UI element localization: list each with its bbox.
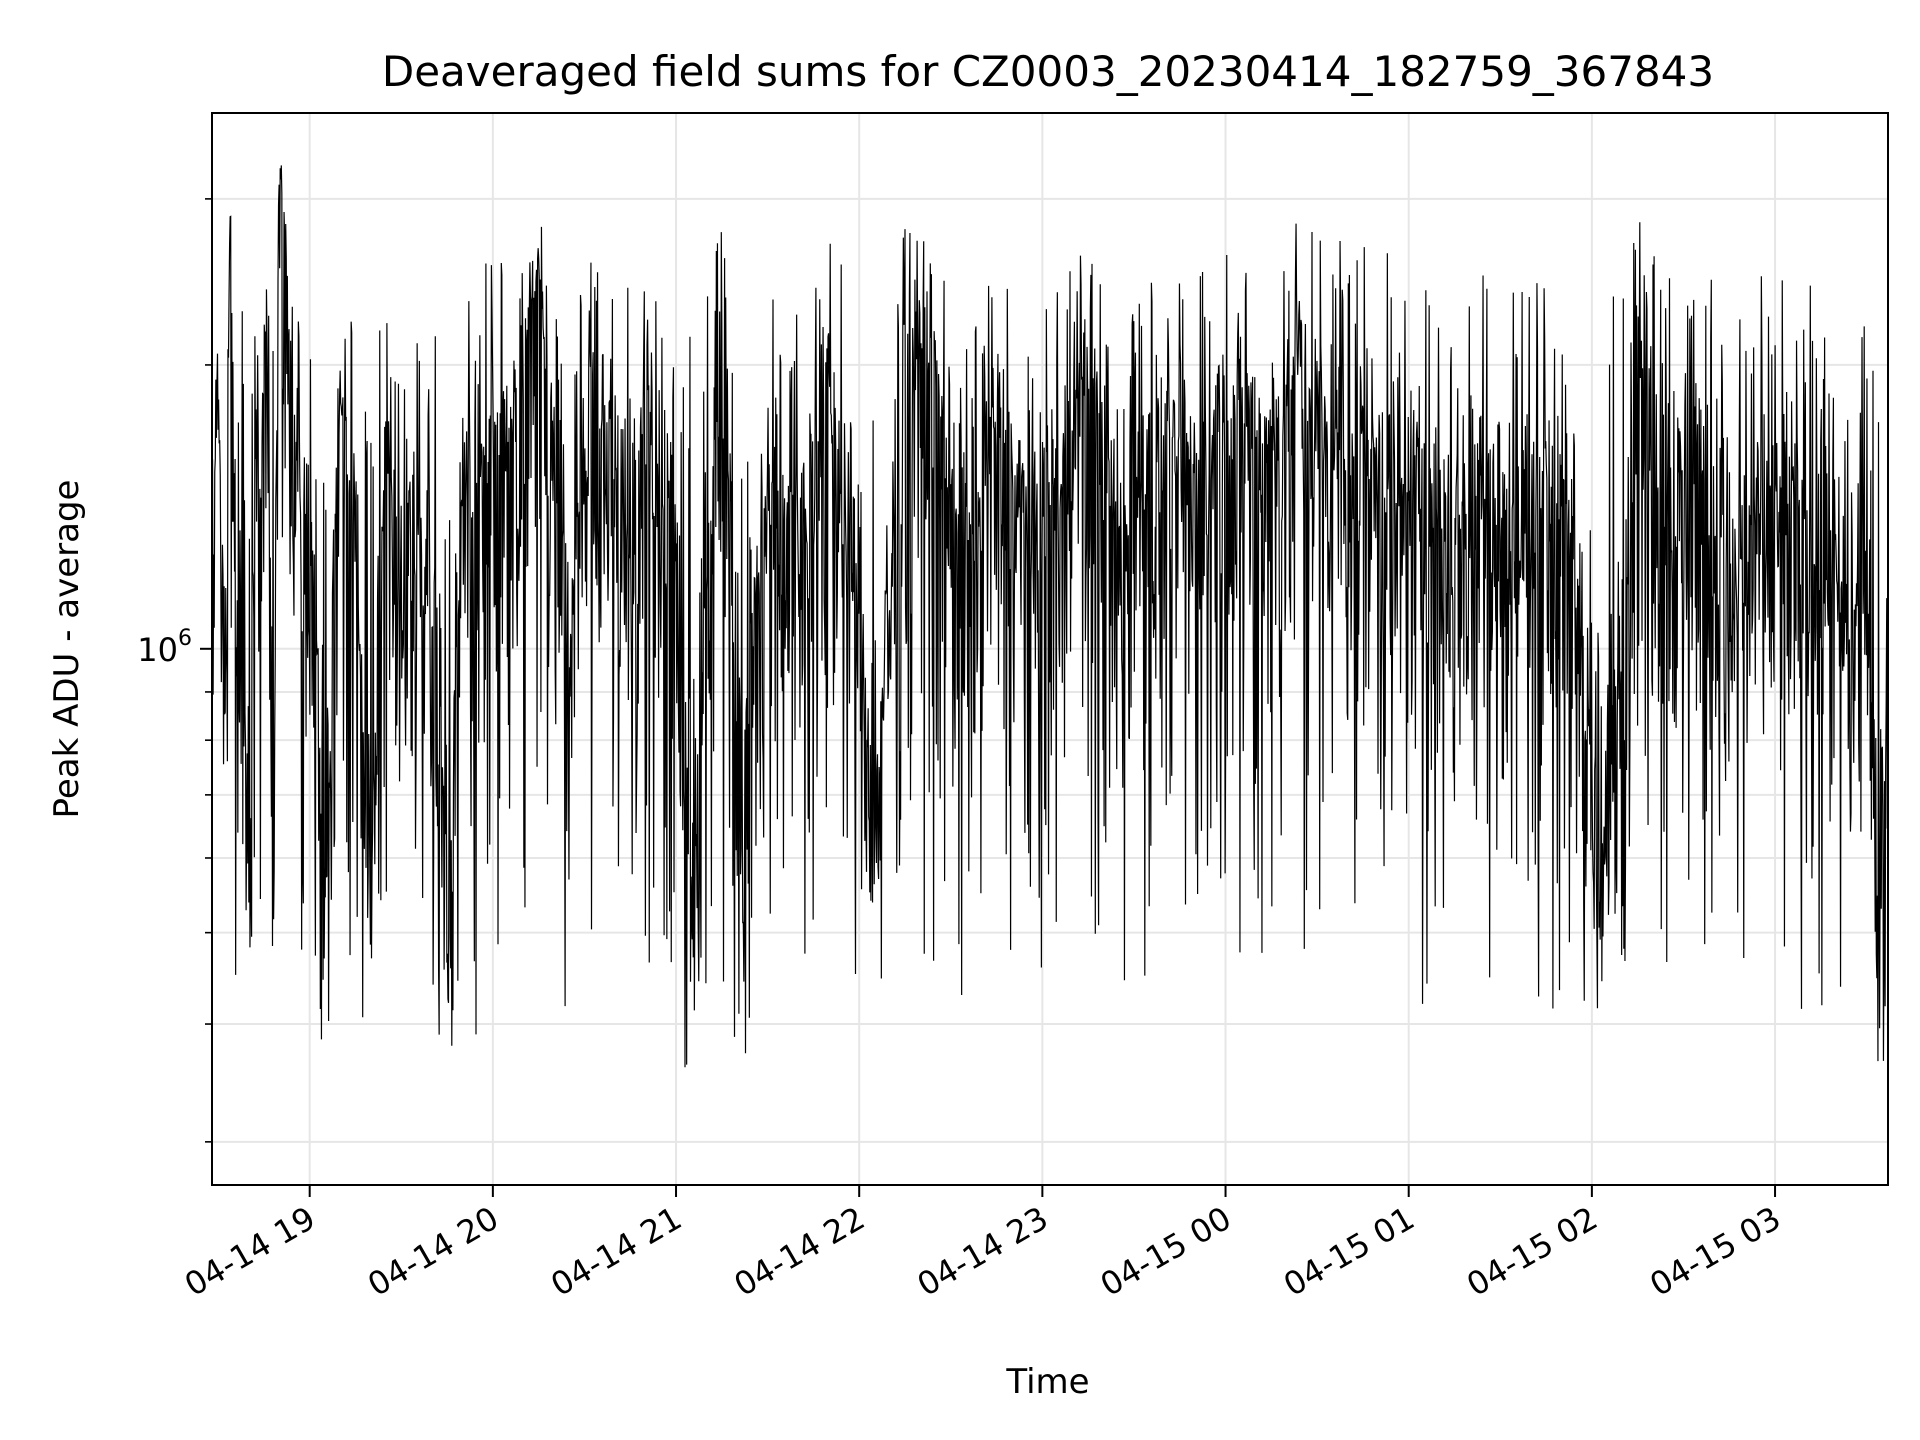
y-axis-label: Peak ADU - average <box>47 480 87 819</box>
plot-series <box>212 165 1888 1068</box>
y-axis: 106 <box>137 198 212 1143</box>
chart-title: Deaveraged field sums for CZ0003_2023041… <box>382 47 1714 96</box>
series-line <box>212 165 1888 1068</box>
x-axis-label: Time <box>1005 1362 1089 1402</box>
y-tick-label: 106 <box>137 626 192 669</box>
